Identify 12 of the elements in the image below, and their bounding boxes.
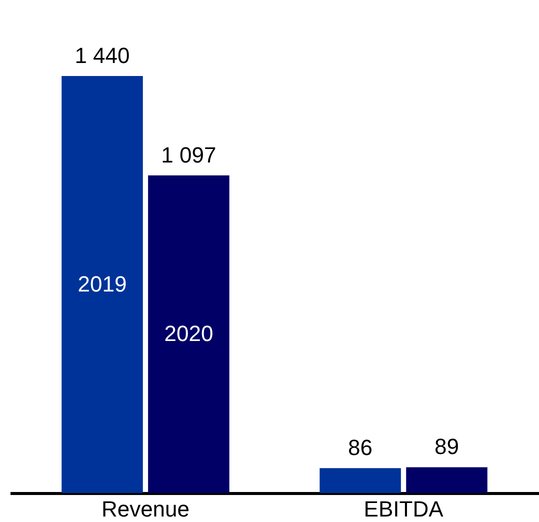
series-label: 2020	[164, 321, 214, 346]
data-label: 89	[434, 434, 459, 460]
data-label: 1 440	[74, 43, 130, 68]
x-tick-label: Revenue	[101, 496, 190, 522]
data-label: 86	[348, 435, 373, 460]
data-label: 1 097	[161, 142, 216, 168]
bar	[62, 76, 143, 493]
bar	[148, 175, 230, 493]
bar	[406, 467, 488, 493]
bar	[320, 468, 401, 493]
series-label: 2019	[78, 272, 127, 296]
x-tick-label: EBITDA	[364, 496, 444, 522]
